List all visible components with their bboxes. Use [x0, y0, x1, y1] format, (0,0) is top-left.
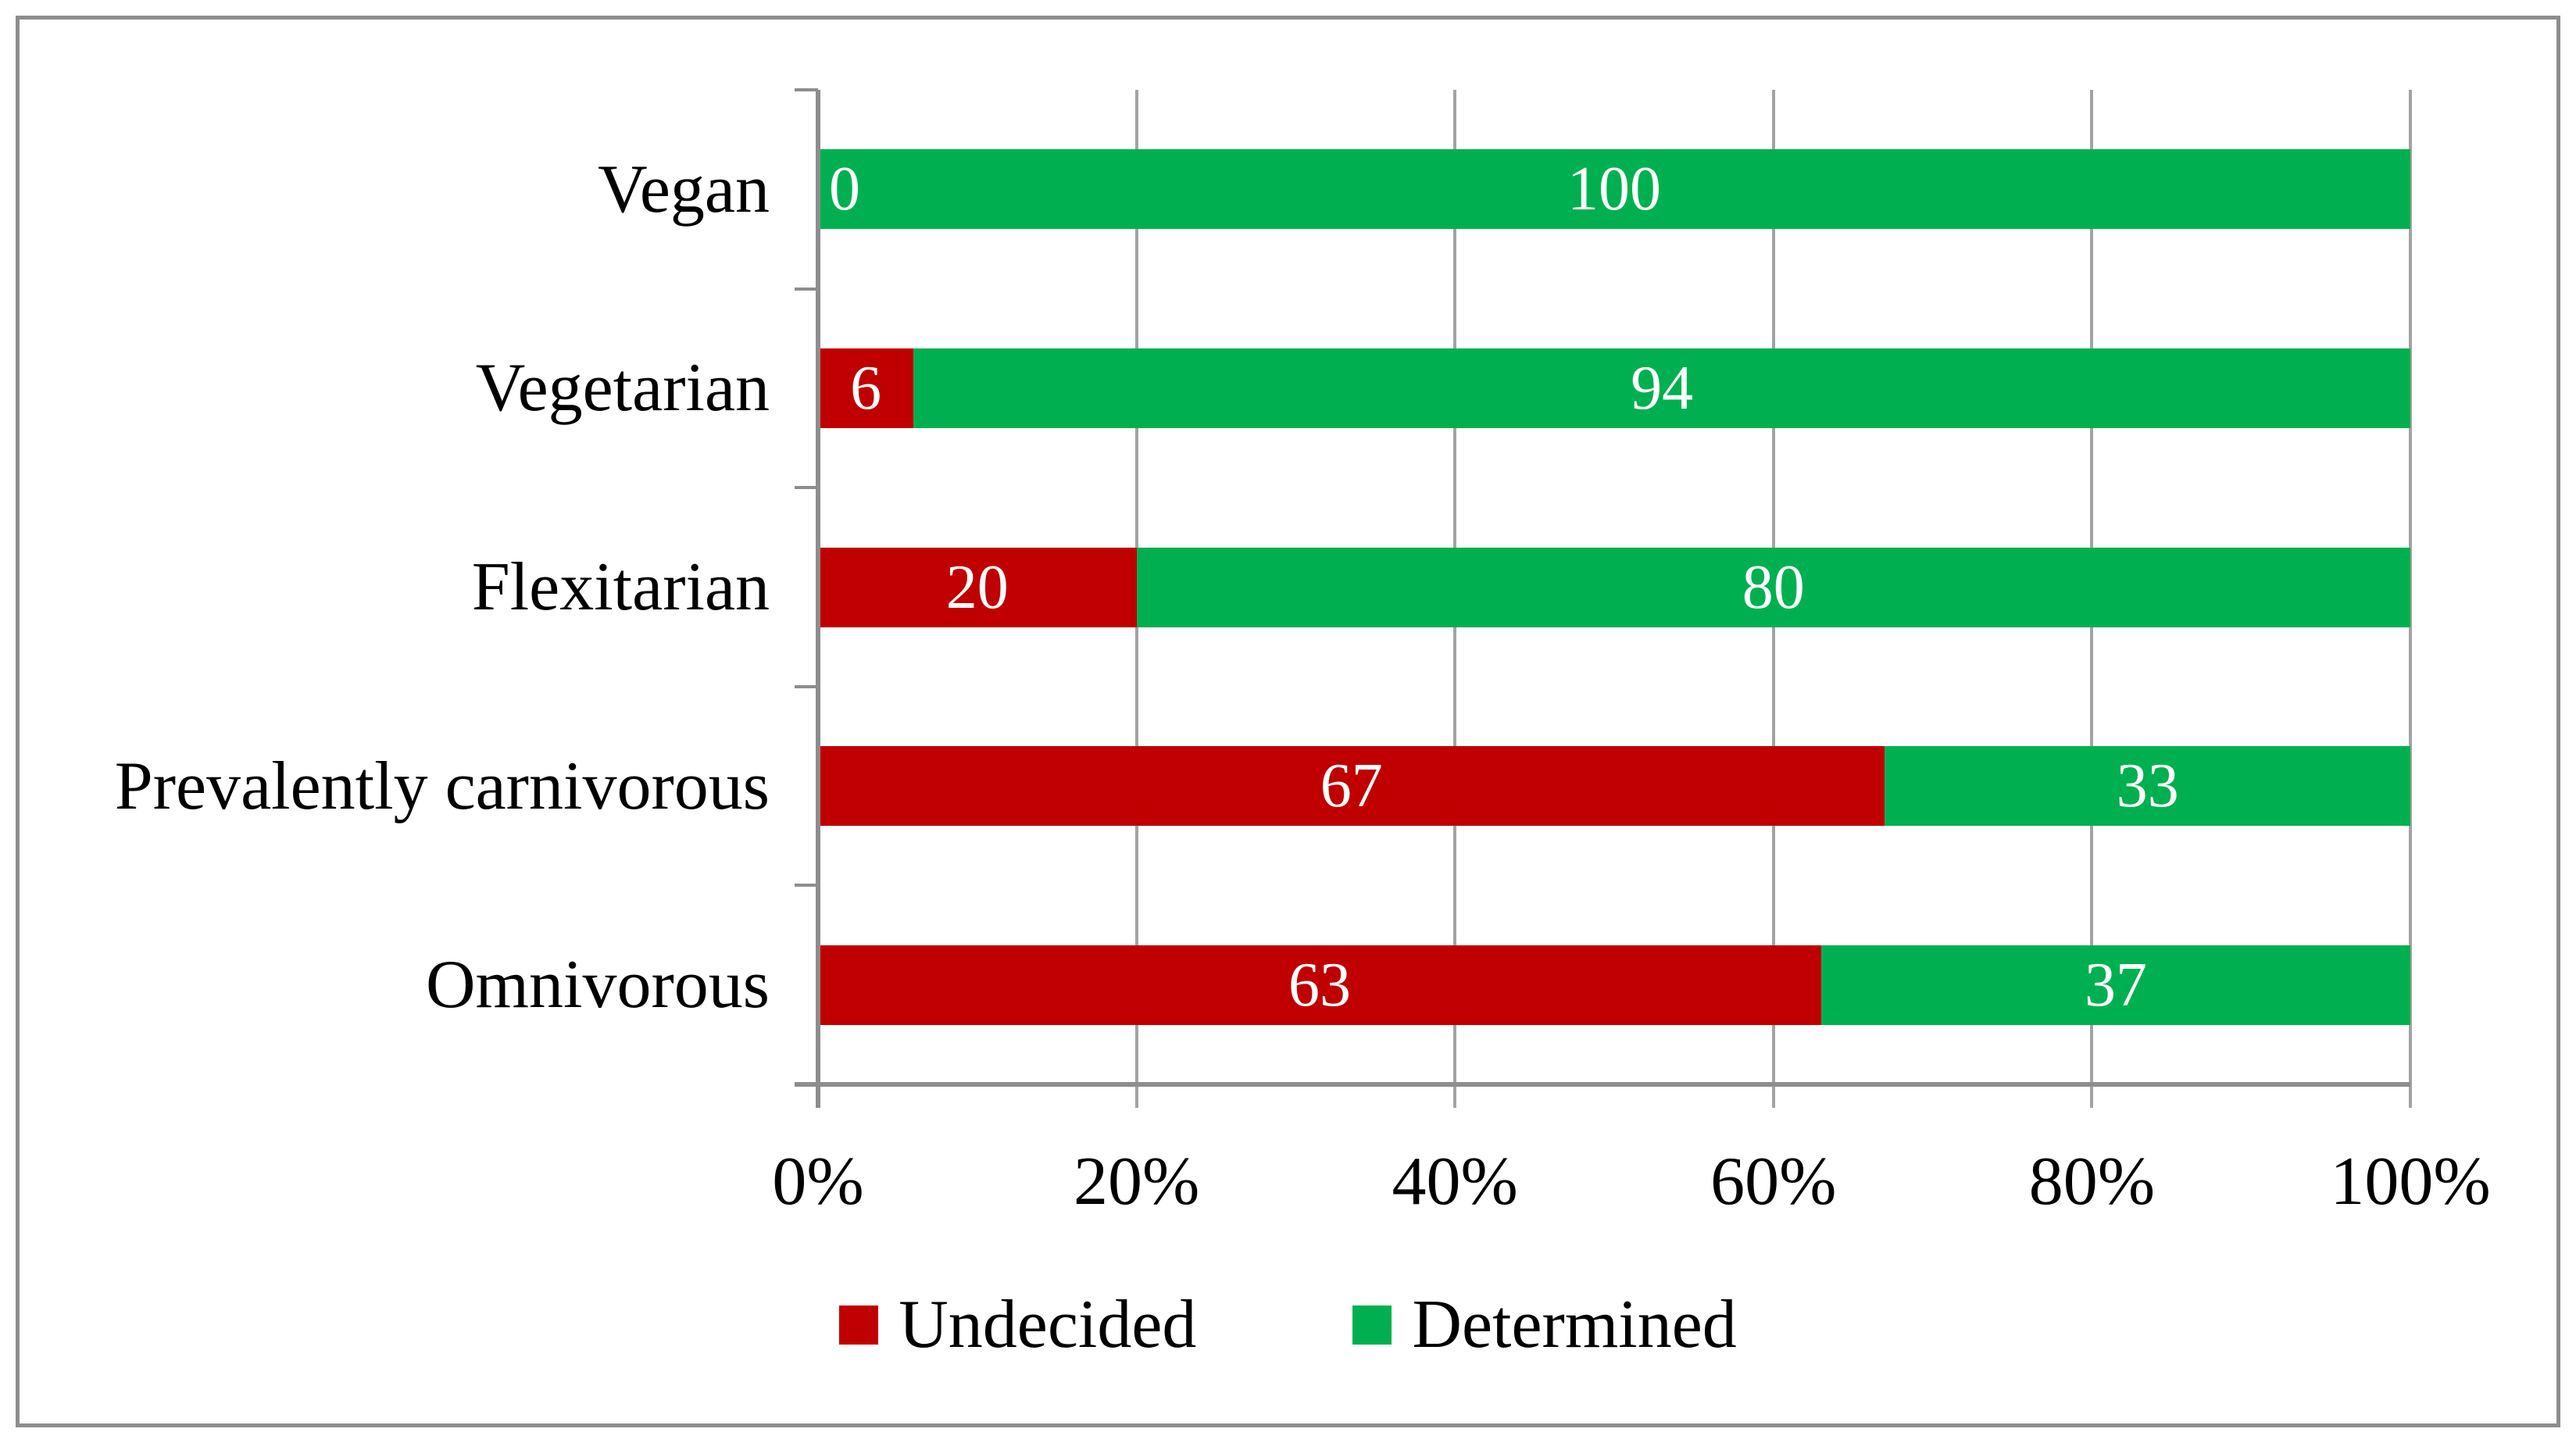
category-label-flexitarian: Flexitarian [471, 548, 770, 625]
bar-segment-undecided: 63 [818, 945, 1821, 1025]
y-axis-tick [795, 486, 818, 490]
y-axis-tick [795, 884, 818, 888]
bar-value-determined: 33 [2116, 752, 2179, 821]
legend: Undecided Determined [0, 1285, 2576, 1364]
bar-segment-undecided: 6 [818, 348, 914, 428]
bar-value-determined: 37 [2084, 950, 2147, 1020]
bar-value-undecided: 6 [850, 353, 882, 423]
category-label-omnivorous: Omnivorous [426, 947, 770, 1023]
y-axis-line [816, 90, 820, 1108]
bar-segment-undecided: 67 [818, 746, 1885, 827]
bar-value-determined: 100 [1567, 155, 1661, 224]
category-label-vegetarian: Vegetarian [475, 350, 770, 427]
x-tick-label-80%: 80% [2028, 1144, 2156, 1220]
y-axis-tick [795, 287, 818, 291]
bar-segment-determined: 0 100 [818, 149, 2410, 230]
bar-value-determined: 80 [1742, 552, 1805, 622]
legend-swatch-determined [1352, 1305, 1392, 1345]
bar-value-undecided: 20 [945, 552, 1009, 622]
bar-row-omnivorous: 63 37 [818, 945, 2410, 1025]
bar-value-undecided: 63 [1288, 950, 1351, 1020]
bar-value-undecided: 67 [1320, 752, 1383, 821]
legend-label-determined: Determined [1412, 1287, 1737, 1363]
x-tick-label-20%: 20% [1073, 1144, 1200, 1220]
bar-segment-undecided: 20 [818, 547, 1137, 627]
legend-swatch-undecided [839, 1305, 879, 1345]
legend-label-undecided: Undecided [899, 1287, 1197, 1363]
bar-value-determined: 94 [1631, 353, 1694, 423]
gridline-100% [2409, 90, 2412, 1108]
bar-value-undecided: 0 [829, 155, 860, 224]
category-label-prevalently-carnivorous: Prevalently carnivorous [114, 748, 770, 824]
x-tick-label-60%: 60% [1710, 1144, 1837, 1220]
category-label-vegan: Vegan [598, 151, 770, 227]
bar-row-prevalently-carnivorous: 67 33 [818, 746, 2410, 827]
y-axis-tick [795, 1083, 818, 1086]
x-tick-label-0%: 0% [772, 1144, 864, 1220]
bar-row-flexitarian: 20 80 [818, 547, 2410, 627]
x-tick-label-40%: 40% [1392, 1144, 1518, 1220]
bar-segment-determined: 94 [913, 348, 2410, 428]
y-axis-tick [795, 88, 818, 91]
bar-row-vegan: 0 100 [818, 149, 2410, 230]
bar-row-vegetarian: 6 94 [818, 348, 2410, 428]
bar-segment-determined: 33 [1885, 746, 2410, 827]
legend-item-undecided: Undecided [839, 1285, 1196, 1364]
plot-area: 0 100 6 94 20 80 67 33 63 37 [795, 88, 2412, 1108]
y-axis-tick [795, 684, 818, 688]
x-tick-label-100%: 100% [2330, 1144, 2491, 1220]
bar-segment-determined: 37 [1820, 945, 2410, 1025]
x-axis-line [795, 1082, 2410, 1087]
legend-item-determined: Determined [1352, 1285, 1737, 1364]
bar-segment-determined: 80 [1136, 547, 2410, 627]
